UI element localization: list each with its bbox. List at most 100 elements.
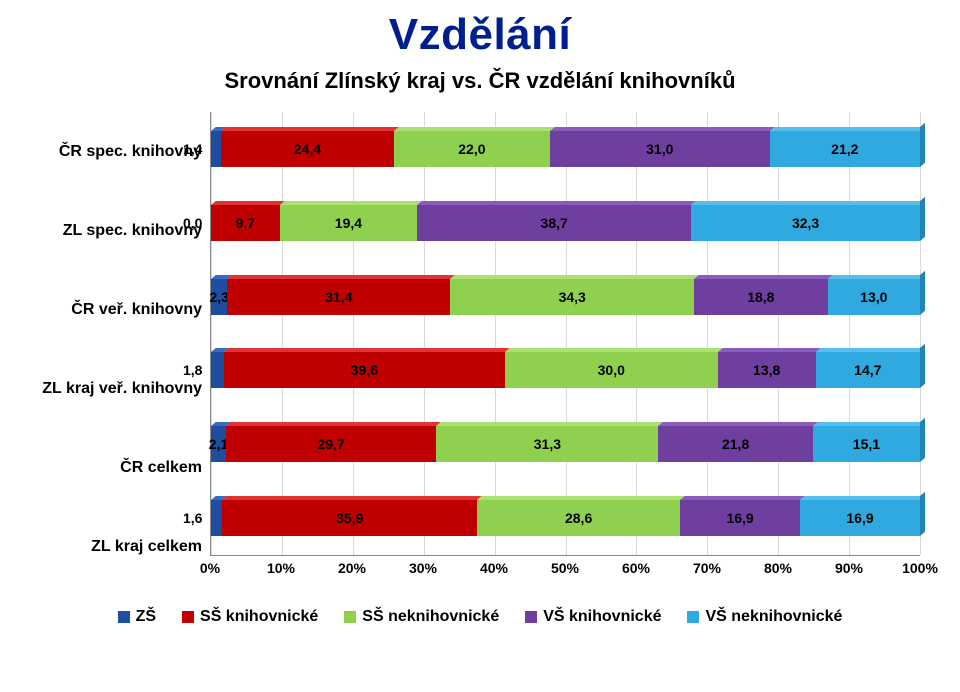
stacked-bar: 1,839,6 30,0 13,8 14,7 [211,352,920,388]
gridline [920,112,921,555]
stacked-bar: 2,3 31,4 34,3 18,8 13,0 [211,279,920,315]
legend-label: SŠ neknihovnické [362,608,499,626]
bar-segment: 24,4 [221,131,394,167]
x-axis-tick: 90% [835,560,863,576]
bar-value-label: 35,9 [336,510,363,526]
bar-value-label: 31,0 [646,141,673,157]
bar-segment: 16,9 [800,500,920,536]
bar-segment: 21,8 [658,426,813,462]
bar-segment: 13,0 [828,279,920,315]
legend-swatch [344,611,356,623]
bar-value-label: 9,7 [236,215,255,231]
bar-segment: 19,4 [280,205,417,241]
bar-row: 2,3 31,4 34,3 18,8 13,0 [211,260,920,334]
bar-value-label: 31,3 [534,436,561,452]
bar-segment: 21,2 [770,131,920,167]
x-axis-tick: 10% [267,560,295,576]
bar-value-label: 21,8 [722,436,749,452]
bar-segment: 34,3 [450,279,694,315]
legend-item: SŠ neknihovnické [344,608,499,626]
bar-segment: 39,6 [224,352,505,388]
bar-segment: 32,3 [691,205,920,241]
bar-row: 2,1 29,7 31,3 21,8 15,1 [211,407,920,481]
legend-item: VŠ knihovnické [525,608,661,626]
bar-segment: 38,7 [417,205,691,241]
legend-label: SŠ knihovnické [200,608,318,626]
plot-area: 1,424,422,031,021,20,09,719,438,732,32,3… [210,112,920,556]
bar-value-label: 13,0 [860,289,887,305]
bar-value-label: 16,9 [726,510,753,526]
bar-row: 1,839,6 30,0 13,8 14,7 [211,333,920,407]
bar-segment: 31,4 [227,279,450,315]
bar-value-label: 16,9 [846,510,873,526]
bar-segment: 1,4 [211,131,221,167]
bar-row: 0,09,719,438,732,3 [211,186,920,260]
bar-row: 1,6 35,9 28,6 16,9 16,9 [211,481,920,555]
bar-segment: 2,3 [211,279,227,315]
bar-value-label: 13,8 [753,362,780,378]
x-axis-tick: 50% [551,560,579,576]
legend-label: ZŠ [136,608,156,626]
bar-value-label: 21,2 [831,141,858,157]
bar-segment: 35,9 [222,500,477,536]
bar-segment: 29,7 [226,426,437,462]
x-axis-tick: 40% [480,560,508,576]
bar-value-label: 1,6 [183,510,202,526]
chart: ČR spec. knihovnyZL spec. knihovnyČR veř… [40,112,920,586]
stacked-bar: 2,1 29,7 31,3 21,8 15,1 [211,426,920,462]
bar-value-label: 30,0 [598,362,625,378]
bar-segment: 31,0 [550,131,770,167]
x-axis-tick: 80% [764,560,792,576]
bar-value-label: 28,6 [565,510,592,526]
x-axis-tick: 20% [338,560,366,576]
y-axis-label: ČR veř. knihovny [40,273,210,347]
bar-segment: 15,1 [813,426,920,462]
bar-segment: 18,8 [694,279,828,315]
stacked-bar: 1,4 24,4 22,0 31,0 21,2 [211,131,920,167]
x-axis-tick: 70% [693,560,721,576]
legend-swatch [525,611,537,623]
bar-segment: 1,8 [211,352,224,388]
x-axis-tick: 100% [902,560,938,576]
x-axis-tick: 30% [409,560,437,576]
bar-value-label: 24,4 [294,141,321,157]
legend-item: SŠ knihovnické [182,608,318,626]
bar-value-label: 14,7 [854,362,881,378]
bar-segment: 31,3 [436,426,658,462]
y-axis-label: ČR celkem [40,431,210,505]
bar-value-label: 0,0 [183,215,202,231]
bar-value-label: 19,4 [335,215,362,231]
bar-value-label: 38,7 [541,215,568,231]
bar-value-label: 32,3 [792,215,819,231]
legend-swatch [687,611,699,623]
stacked-bar: 1,6 35,9 28,6 16,9 16,9 [211,500,920,536]
legend-label: VŠ neknihovnické [705,608,842,626]
bar-segment: 14,7 [816,352,920,388]
bar-segment: 1,6 [211,500,222,536]
legend-label: VŠ knihovnické [543,608,661,626]
bar-value-label: 15,1 [853,436,880,452]
bar-segment: 9,7 [211,205,280,241]
bar-value-label: 31,4 [325,289,352,305]
bar-segment: 28,6 [477,500,680,536]
x-axis-tick: 0% [200,560,220,576]
legend-swatch [182,611,194,623]
bar-value-label: 2,3 [209,289,228,305]
stacked-bar: 0,09,719,438,732,3 [211,205,920,241]
bar-segment: 13,8 [718,352,816,388]
bar-row: 1,4 24,4 22,0 31,0 21,2 [211,112,920,186]
bar-segment: 22,0 [394,131,550,167]
bar-value-label: 18,8 [747,289,774,305]
bars-container: 1,424,422,031,021,20,09,719,438,732,32,3… [211,112,920,555]
bar-segment: 30,0 [505,352,718,388]
legend-item: ZŠ [118,608,156,626]
legend-swatch [118,611,130,623]
bar-segment: 2,1 [211,426,226,462]
bar-value-label: 22,0 [458,141,485,157]
chart-subtitle: Srovnání Zlínský kraj vs. ČR vzdělání kn… [40,68,920,94]
bar-value-label: 1,4 [183,141,202,157]
bar-value-label: 34,3 [559,289,586,305]
page-title: Vzdělání [40,10,920,60]
bar-value-label: 29,7 [318,436,345,452]
bar-value-label: 1,8 [183,362,202,378]
